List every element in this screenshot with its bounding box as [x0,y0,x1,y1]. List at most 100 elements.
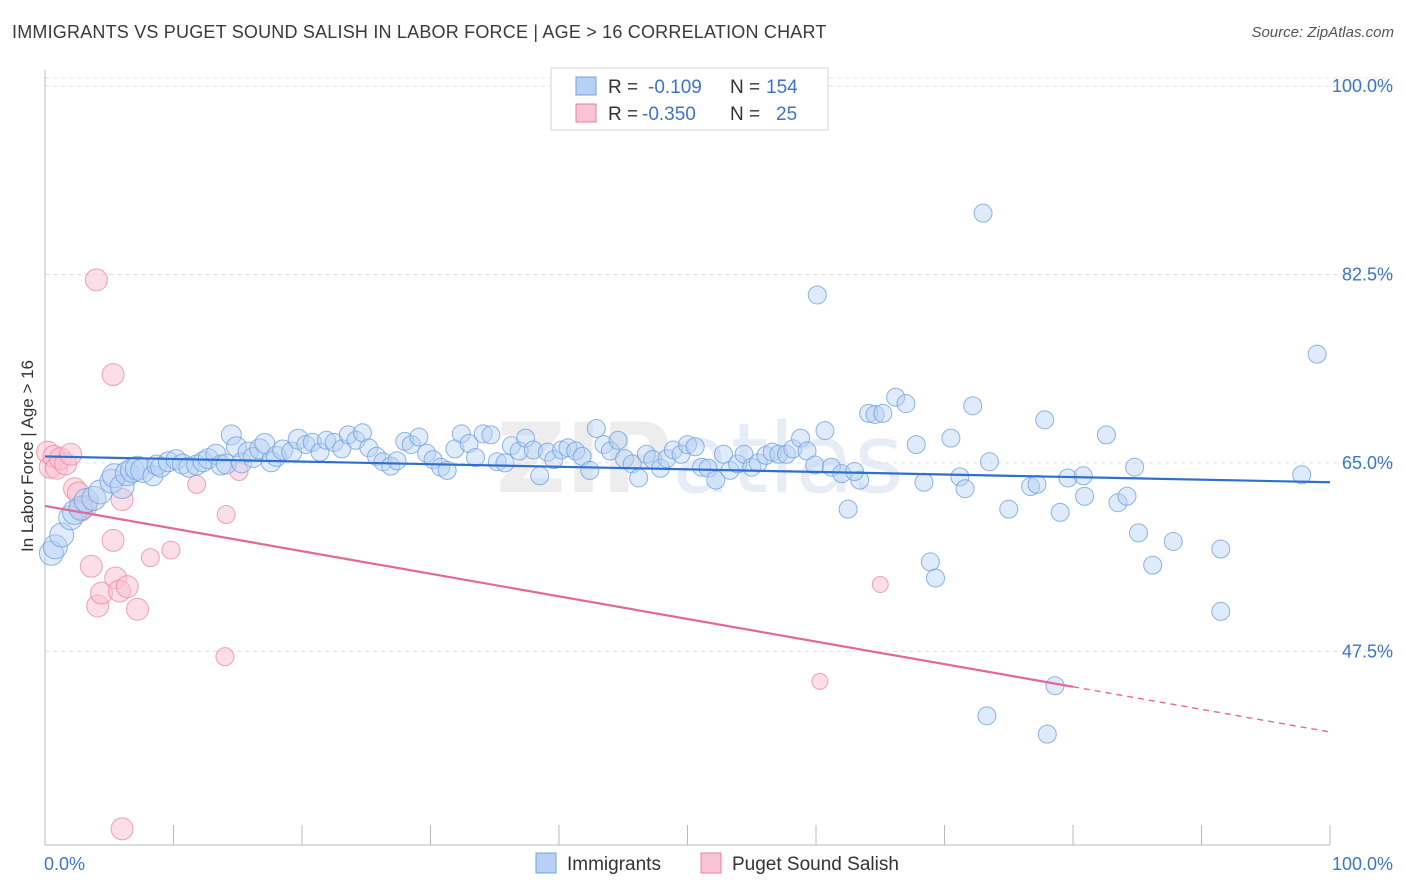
point-immigrants [973,203,993,223]
point-immigrants [807,285,827,305]
point-immigrants [748,453,768,473]
legend-label-immigrants: Immigrants [567,854,661,875]
point-puget-sound-salish [101,363,125,387]
point-immigrants [465,448,485,467]
legend-r-value: -0.109 [648,77,702,98]
legend-swatch-immigrants-bottom [535,852,557,874]
point-immigrants [367,446,387,466]
point-puget-sound-salish [187,474,207,494]
trend-line-puget-extension [1072,686,1331,733]
y-tick-label: 100.0% [1332,76,1393,96]
legend-swatch-puget [575,103,597,123]
point-puget-sound-salish [126,597,150,621]
point-immigrants [977,706,997,726]
point-immigrants [1075,486,1095,506]
legend-label-puget: Puget Sound Salish [732,854,899,875]
point-puget-sound-salish [79,554,103,578]
legend-r-label: R = [608,104,638,125]
point-immigrants [999,499,1019,519]
point-immigrants [516,428,536,448]
trend-lines [44,455,1331,733]
legend-n-label: N = [730,104,760,125]
y-tick-labels: 47.5% 65.0% 82.5% 100.0% [1332,76,1393,661]
point-immigrants [437,460,457,480]
point-immigrants [1050,502,1070,522]
point-immigrants [332,439,352,459]
y-axis-label: In Labor Force | Age > 16 [18,360,37,552]
point-immigrants [459,434,479,454]
point-immigrants [316,430,336,450]
point-immigrants [678,435,697,455]
chart-title: IMMIGRANTS VS PUGET SOUND SALISH IN LABO… [12,22,827,42]
point-immigrants [231,452,253,474]
point-immigrants [544,450,564,470]
point-immigrants [1211,601,1231,621]
point-puget-sound-salish [110,487,134,511]
point-immigrants [769,444,789,464]
point-immigrants [963,396,983,416]
point-immigrants [608,430,628,450]
point-immigrants [698,458,718,478]
point-immigrants [1292,465,1312,485]
legend-n-value: 154 [766,77,798,98]
point-immigrants [1163,531,1183,551]
point-immigrants [926,568,946,588]
point-immigrants [636,444,656,464]
point-immigrants [242,447,264,468]
point-immigrants [706,470,726,490]
point-immigrants [558,438,578,458]
point-immigrants [1307,344,1327,364]
point-immigrants [42,534,68,560]
point-immigrants [776,444,796,464]
point-immigrants [142,465,164,487]
point-immigrants [580,460,600,480]
point-immigrants [409,427,429,447]
x-tick-labels: 0.0% 100.0% [44,854,1393,874]
series-puget-sound-salish [36,268,889,841]
point-immigrants [1027,474,1047,494]
legend-n-label: N = [730,77,760,98]
point-immigrants [1129,523,1149,543]
point-immigrants [530,466,550,486]
point-immigrants [401,435,421,455]
point-puget-sound-salish [811,672,829,690]
point-immigrants [381,456,401,476]
point-immigrants [178,456,200,478]
point-immigrants [1143,555,1163,575]
point-immigrants [302,432,322,452]
point-immigrants [941,428,961,448]
point-immigrants [566,441,586,461]
point-puget-sound-salish [115,575,139,599]
y-tick-label: 82.5% [1342,265,1393,285]
point-puget-sound-salish [229,461,249,481]
series-legend: Immigrants Puget Sound Salish [535,852,899,875]
point-puget-sound-salish [110,817,134,841]
point-immigrants [387,451,407,471]
point-immigrants [685,437,705,457]
point-puget-sound-salish [101,528,125,552]
y-tick-label: 47.5% [1342,641,1393,661]
point-immigrants [481,425,501,445]
point-immigrants [805,455,825,475]
point-immigrants [838,499,858,519]
point-immigrants [146,454,168,476]
legend-swatch-immigrants [575,76,597,96]
point-immigrants [1037,724,1057,744]
point-immigrants [586,418,606,438]
point-immigrants [950,467,970,487]
point-immigrants [859,403,879,423]
point-immigrants [150,456,172,478]
point-immigrants [914,472,934,492]
gridlines [45,77,1394,652]
point-immigrants [451,424,471,444]
point-immigrants [1096,425,1116,445]
point-puget-sound-salish [84,268,108,292]
point-immigrants [1211,539,1231,559]
point-immigrants [537,442,557,462]
point-immigrants [979,452,999,472]
legend-n-value: 25 [776,104,797,125]
point-immigrants [906,435,926,455]
point-immigrants [896,394,916,414]
point-immigrants [713,444,733,464]
